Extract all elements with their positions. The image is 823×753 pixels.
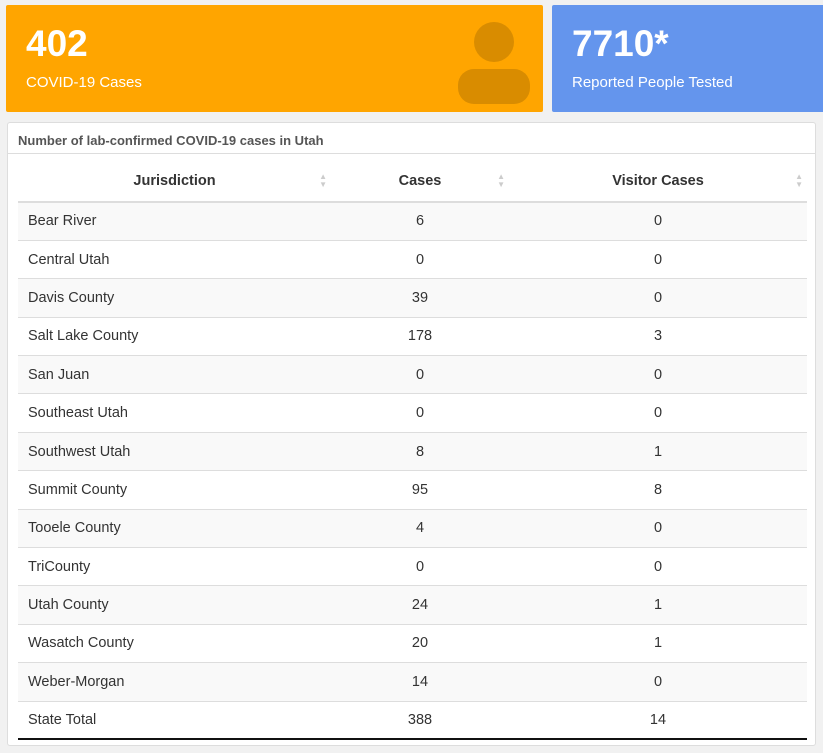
table-cell: Southwest Utah xyxy=(18,431,331,471)
table-cell: 0 xyxy=(509,201,807,241)
table-cell: 0 xyxy=(331,547,509,586)
tested-label: Reported People Tested xyxy=(572,74,733,91)
table-cell: 8 xyxy=(509,470,807,510)
table-cell: Summit County xyxy=(18,470,331,510)
table-row: Wasatch County 20 1 xyxy=(18,623,807,663)
column-header-cases[interactable]: Cases ▲ ▼ xyxy=(331,161,509,203)
table-cell: TriCounty xyxy=(18,547,331,586)
sort-icon: ▲ ▼ xyxy=(319,172,327,189)
table-cell: 14 xyxy=(331,662,509,702)
table-title: Number of lab-confirmed COVID-19 cases i… xyxy=(8,123,815,154)
total-cell: 14 xyxy=(509,700,807,741)
header-label: Visitor Cases xyxy=(612,173,704,189)
cases-stat-box: 402 COVID-19 Cases xyxy=(6,5,543,112)
table-cell: 3 xyxy=(509,316,807,356)
table-cell: 0 xyxy=(331,355,509,394)
tested-stat-box: 7710* Reported People Tested xyxy=(552,5,823,112)
table-row: TriCounty 0 0 xyxy=(18,547,807,586)
header-label: Jurisdiction xyxy=(133,173,216,189)
table-cell: 1 xyxy=(509,431,807,471)
table-cell: 0 xyxy=(509,355,807,394)
table-cell: Salt Lake County xyxy=(18,316,331,356)
cases-table: Jurisdiction ▲ ▼ Cases ▲ ▼ Visitor Cases ▲ ▼ Bea… xyxy=(18,161,807,741)
column-header-jurisdiction[interactable]: Jurisdiction ▲ ▼ xyxy=(18,161,331,203)
table-row: Central Utah 0 0 xyxy=(18,239,807,279)
total-cell: State Total xyxy=(18,700,331,741)
total-cell: 388 xyxy=(331,700,509,741)
cases-table-card: Number of lab-confirmed COVID-19 cases i… xyxy=(7,122,816,746)
table-row: Southeast Utah 0 0 xyxy=(18,393,807,433)
sort-icon: ▲ ▼ xyxy=(795,172,803,189)
table-cell: 95 xyxy=(331,470,509,510)
table-cell: 0 xyxy=(509,278,807,318)
table-cell: 0 xyxy=(509,393,807,433)
table-cell: 0 xyxy=(509,239,807,279)
table-cell: 0 xyxy=(509,547,807,586)
table-row: Salt Lake County 178 3 xyxy=(18,316,807,356)
cases-label: COVID-19 Cases xyxy=(26,74,142,91)
table-row: Summit County 95 8 xyxy=(18,470,807,510)
table-cell: 1 xyxy=(509,585,807,625)
table-row: Bear River 6 0 xyxy=(18,201,807,241)
table-row: Weber-Morgan 14 0 xyxy=(18,662,807,702)
person-icon xyxy=(458,22,530,104)
cases-count: 402 xyxy=(26,23,88,64)
table-cell: 0 xyxy=(331,393,509,433)
table-cell: Weber-Morgan xyxy=(18,662,331,702)
table-row: Southwest Utah 8 1 xyxy=(18,431,807,471)
table-cell: 6 xyxy=(331,201,509,241)
table-cell: 0 xyxy=(509,508,807,548)
table-cell: Davis County xyxy=(18,278,331,318)
table-cell: Central Utah xyxy=(18,239,331,279)
table-cell: Wasatch County xyxy=(18,623,331,663)
table-row: San Juan 0 0 xyxy=(18,355,807,394)
table-cell: Utah County xyxy=(18,585,331,625)
table-cell: 0 xyxy=(509,662,807,702)
table-cell: 24 xyxy=(331,585,509,625)
table-cell: 39 xyxy=(331,278,509,318)
table-cell: 178 xyxy=(331,316,509,356)
table-cell: Tooele County xyxy=(18,508,331,548)
total-row: State Total 388 14 xyxy=(18,700,807,741)
table-row: Tooele County 4 0 xyxy=(18,508,807,548)
tested-count: 7710* xyxy=(572,23,669,64)
table-row: Davis County 39 0 xyxy=(18,278,807,318)
table-cell: 1 xyxy=(509,623,807,663)
header-label: Cases xyxy=(398,173,442,189)
table-cell: 8 xyxy=(331,431,509,471)
table-cell: San Juan xyxy=(18,355,331,394)
sort-icon: ▲ ▼ xyxy=(497,172,505,189)
table-cell: 0 xyxy=(331,239,509,279)
table-cell: Southeast Utah xyxy=(18,393,331,433)
table-cell: Bear River xyxy=(18,201,331,241)
column-header-visitor-cases[interactable]: Visitor Cases ▲ ▼ xyxy=(509,161,807,203)
table-row: Utah County 24 1 xyxy=(18,585,807,625)
table-cell: 4 xyxy=(331,508,509,548)
table-cell: 20 xyxy=(331,623,509,663)
